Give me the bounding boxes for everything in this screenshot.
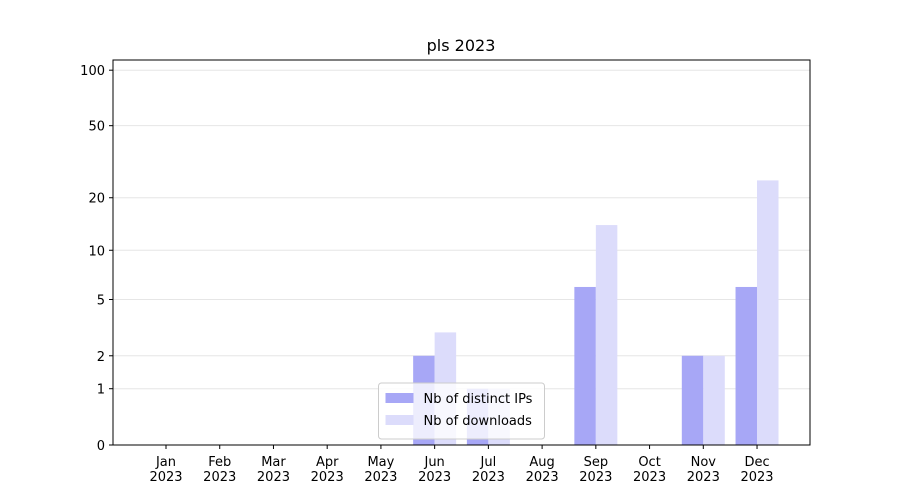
legend: Nb of distinct IPs Nb of downloads xyxy=(378,382,545,440)
legend-swatch xyxy=(385,393,414,403)
plot-frame xyxy=(112,59,811,446)
x-tick-label: Dec 2023 xyxy=(740,455,773,485)
y-tick-label: 10 xyxy=(88,244,105,259)
y-tick-label: 2 xyxy=(97,350,105,365)
y-tick-label: 0 xyxy=(97,439,105,454)
bar xyxy=(703,355,725,445)
x-tick-label: Oct 2023 xyxy=(633,455,666,485)
x-tick-label: Aug 2023 xyxy=(526,455,559,485)
x-tick-label: Apr 2023 xyxy=(311,455,344,485)
bar xyxy=(757,180,779,446)
y-tick-label: 20 xyxy=(88,192,105,207)
y-tick-label: 1 xyxy=(97,383,105,398)
bar xyxy=(595,225,618,445)
x-tick-label: Jul 2023 xyxy=(472,455,505,485)
legend-frame xyxy=(378,382,545,440)
x-tick-label: Nov 2023 xyxy=(687,455,720,485)
x-tick-label: Sep 2023 xyxy=(579,455,612,485)
x-tick-label: Feb 2023 xyxy=(203,455,236,485)
y-tick-label: 5 xyxy=(97,293,105,308)
x-tick-label: Mar 2023 xyxy=(257,455,290,485)
bar xyxy=(735,286,758,445)
x-tick-label: Jun 2023 xyxy=(418,455,451,485)
legend-label: Nb of downloads xyxy=(424,414,533,429)
legend-label: Nb of distinct IPs xyxy=(424,392,533,407)
x-tick-label: May 2023 xyxy=(364,455,397,485)
bar xyxy=(574,286,596,445)
y-tick-label: 50 xyxy=(88,120,105,135)
chart-title: pls 2023 xyxy=(427,36,496,55)
legend-swatch xyxy=(385,415,414,425)
y-tick-label: 100 xyxy=(80,64,105,79)
x-tick-label: Jan 2023 xyxy=(149,455,182,485)
bar xyxy=(681,355,704,445)
